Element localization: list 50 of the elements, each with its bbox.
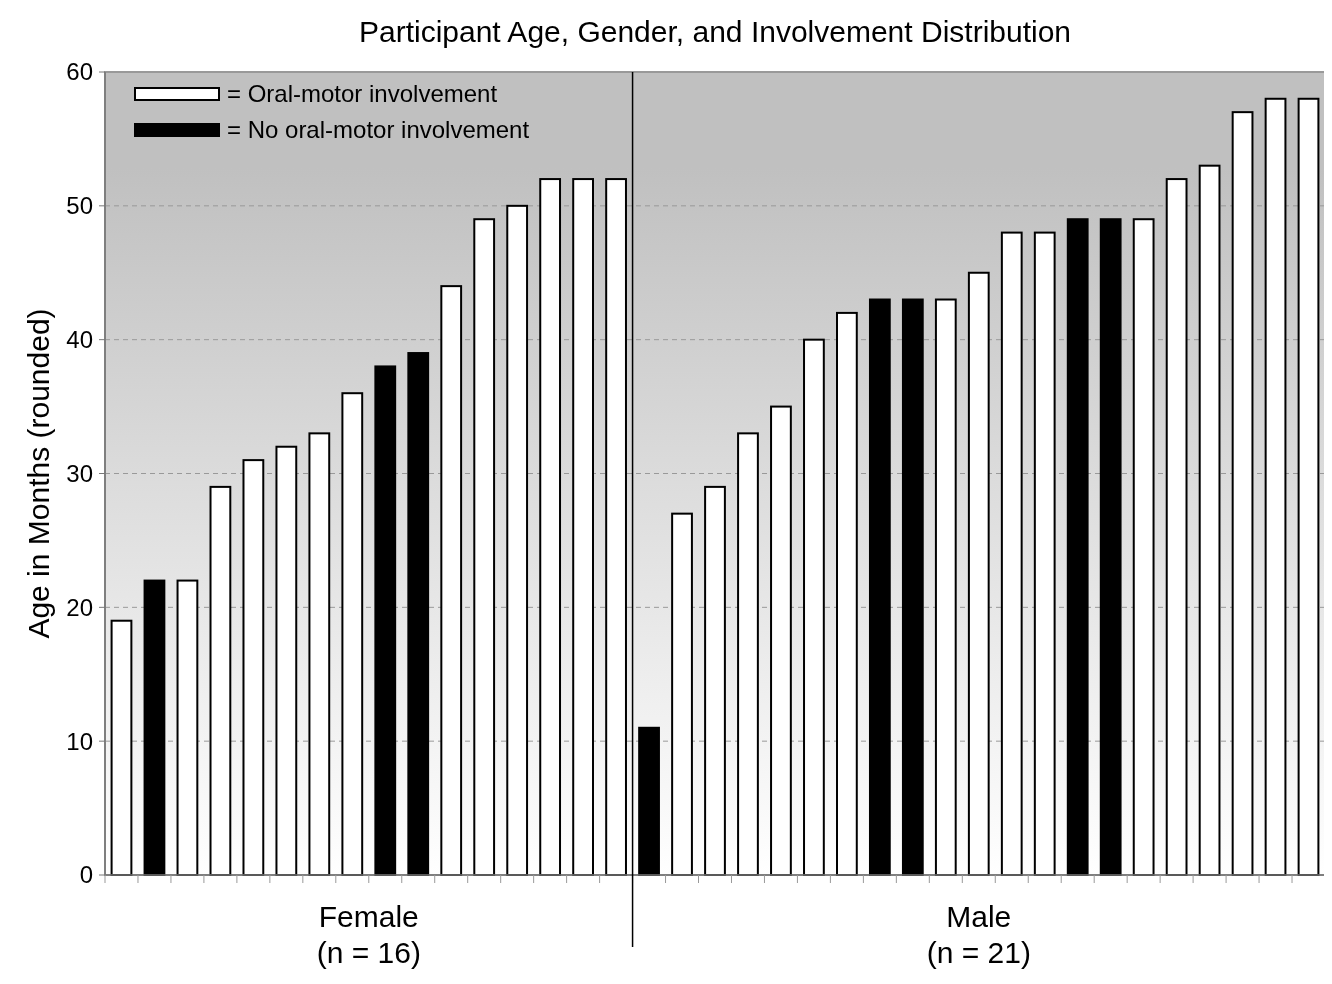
bar	[176, 579, 199, 876]
bar	[1000, 231, 1023, 876]
bar	[901, 298, 924, 876]
y-axis-title: Age in Months (rounded)	[21, 308, 55, 639]
bar	[1099, 218, 1122, 876]
bar	[1033, 231, 1056, 876]
bar	[1198, 164, 1221, 876]
y-tick-label: 50	[66, 192, 93, 220]
y-tick-label: 0	[79, 861, 93, 889]
bar	[704, 485, 726, 876]
bar	[308, 432, 331, 876]
bar	[868, 298, 891, 876]
chart-title: Participant Age, Gender, and Involvement Distribution	[358, 15, 1072, 48]
bar	[605, 178, 627, 876]
bar	[1165, 178, 1188, 876]
bar	[934, 298, 957, 876]
bar	[737, 432, 759, 876]
bar	[407, 352, 430, 876]
text: Male (n = 21)	[926, 900, 1031, 969]
bar	[803, 338, 825, 876]
bar	[209, 485, 232, 876]
bar	[572, 178, 594, 876]
bar	[110, 619, 133, 876]
bar	[242, 459, 265, 876]
bar	[374, 365, 397, 876]
legend-label: = Oral-motor involvement	[227, 80, 498, 108]
bar	[671, 512, 693, 876]
text: Female (n = 16)	[316, 900, 421, 969]
bar	[1231, 111, 1254, 876]
bar	[539, 178, 562, 876]
y-tick-label: 40	[66, 326, 93, 354]
bar	[1066, 218, 1089, 876]
bar	[770, 405, 792, 876]
bar	[341, 392, 364, 876]
bar	[440, 285, 463, 876]
bar	[836, 311, 858, 876]
y-tick-label: 20	[66, 593, 93, 621]
legend-label: = No oral-motor involvement	[227, 116, 530, 144]
bar	[506, 204, 529, 876]
bar	[473, 218, 496, 876]
bar	[638, 726, 660, 876]
bar	[967, 271, 990, 876]
bar	[1132, 218, 1155, 876]
bar	[275, 445, 298, 876]
bar	[1297, 97, 1320, 876]
bar	[143, 579, 166, 876]
bar	[1264, 97, 1287, 876]
y-tick-label: 10	[66, 727, 93, 755]
y-tick-label: 60	[66, 58, 93, 86]
y-tick-label: 30	[66, 459, 93, 487]
